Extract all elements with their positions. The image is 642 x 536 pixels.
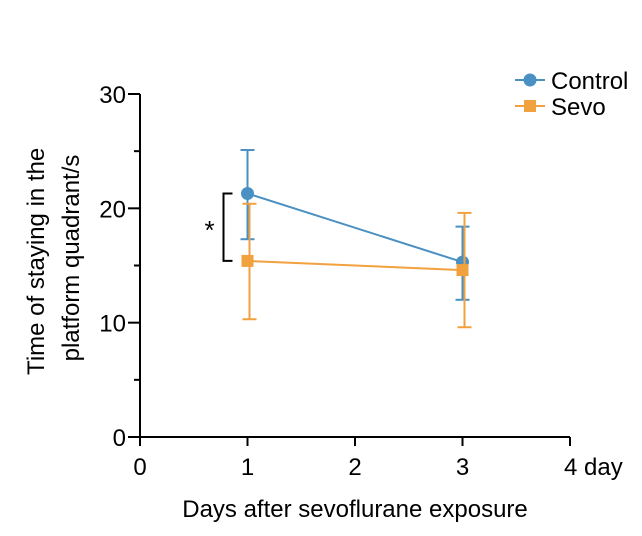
x-axis-label: Days after sevoflurane exposure [182,496,528,523]
significance-bracket [222,192,233,262]
data-point [456,264,469,277]
legend-label: Control [551,68,628,95]
legend-marker [524,100,536,112]
x-tick-label: 0 [133,454,146,481]
y-tick-label: 30 [99,82,126,109]
x-ticks: 0 1 2 3 4 day [133,437,623,481]
y-axis-label: Time of staying in the platform quadrant… [23,141,85,375]
x-tick-label: 2 [348,454,361,481]
legend-item-sevo: Sevo [515,94,606,121]
legend-marker [523,73,537,87]
y-axis-label-line-1: Time of staying in the [23,148,50,375]
y-axis-label-line-2: platform quadrant/s [58,155,85,362]
x-tick-label: 4 day [564,454,623,481]
significance-star: * [204,215,214,245]
y-tick-label: 20 [99,196,126,223]
annotation-layer: * [204,192,233,262]
series-line [247,259,463,272]
legend-item-control: Control [515,68,628,95]
x-tick-label: 1 [241,454,254,481]
data-point [241,254,254,267]
data-point [241,186,254,200]
legend-label: Sevo [551,94,606,121]
y-tick-label: 0 [113,425,126,452]
y-ticks: 0 10 20 30 [99,82,140,452]
chart-axes: 0 10 20 30 0 1 2 3 4 day [99,82,622,481]
y-tick-label: 10 [99,311,126,338]
series-layer [240,149,472,329]
series-control [240,149,470,301]
series-line [247,192,463,264]
x-tick-label: 3 [456,454,469,481]
series-sevo [241,202,472,329]
